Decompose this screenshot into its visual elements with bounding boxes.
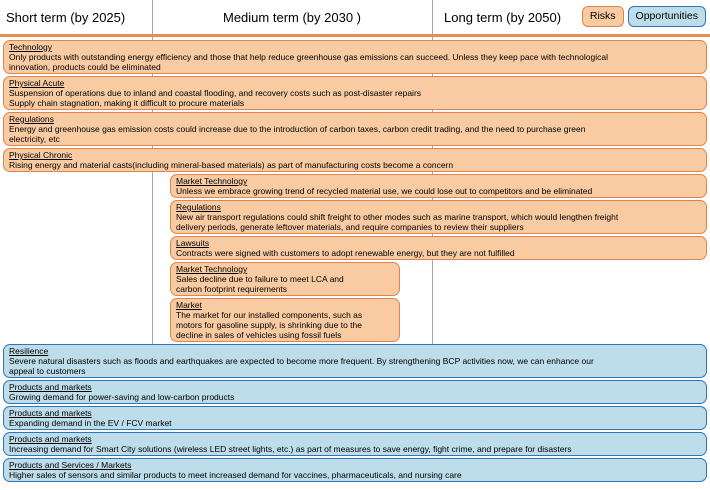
risk-text: The market for our installed components,…	[176, 310, 363, 340]
risk-card-market-technology: Market Technology Unless we embrace grow…	[170, 174, 707, 198]
opportunity-card-power-saving: Products and markets Growing demand for …	[3, 380, 707, 404]
risk-card-physical-chronic: Physical Chronic Rising energy and mater…	[3, 148, 707, 172]
legend-risks-badge: Risks	[581, 6, 624, 27]
risk-category: Market Technology	[176, 264, 248, 274]
risk-category: Lawsuits	[176, 238, 210, 248]
opportunity-category: Products and markets	[9, 408, 92, 418]
risk-card-market: Market The market for our installed comp…	[170, 298, 400, 342]
opportunity-card-ev-fcv: Products and markets Expanding demand in…	[3, 406, 707, 430]
risk-text: Unless we embrace growing trend of recyc…	[176, 186, 593, 196]
risk-card-physical-acute: Physical Acute Suspension of operations …	[3, 76, 707, 110]
opportunity-category: Products and markets	[9, 434, 92, 444]
column-header-medium-term: Medium term (by 2030 )	[223, 9, 361, 25]
opportunity-category: Products and markets	[9, 382, 92, 392]
opportunity-card-resilience: Resilience Severe natural disasters such…	[3, 344, 707, 378]
opportunity-text: Severe natural disasters such as floods …	[9, 356, 594, 376]
risk-category: Regulations	[176, 202, 221, 212]
legend-opportunities-badge: Opportunities	[627, 6, 706, 27]
opportunity-text: Expanding demand in the EV / FCV market	[9, 418, 172, 428]
opportunity-text: Growing demand for power-saving and low-…	[9, 392, 235, 402]
risk-category: Market	[176, 300, 202, 310]
column-header-short-term: Short term (by 2025)	[6, 9, 126, 25]
risk-text: Suspension of operations due to inland a…	[9, 88, 422, 108]
opportunity-text: Increasing demand for Smart City solutio…	[9, 444, 572, 454]
risk-card-market-technology-lca: Market Technology Sales decline due to f…	[170, 262, 400, 296]
opportunity-card-smart-city: Products and markets Increasing demand f…	[3, 432, 707, 456]
column-header-long-term: Long term (by 2050)	[444, 9, 562, 25]
risk-text: Sales decline due to failure to meet LCA…	[176, 274, 344, 294]
opportunity-category: Resilience	[9, 346, 49, 356]
opportunity-card-sensors: Products and Services / Markets Higher s…	[3, 458, 707, 482]
risk-text: New air transport regulations could shif…	[176, 212, 619, 232]
risk-category: Market Technology	[176, 176, 248, 186]
risk-category: Physical Acute	[9, 78, 65, 88]
opportunity-text: Higher sales of sensors and similar prod…	[9, 470, 462, 480]
card-stack: Technology Only products with outstandin…	[3, 40, 707, 482]
risk-category: Technology	[9, 42, 53, 52]
opportunity-category: Products and Services / Markets	[9, 460, 132, 470]
risk-text: Rising energy and material casts(includi…	[9, 160, 454, 170]
risk-card-lawsuits: Lawsuits Contracts were signed with cust…	[170, 236, 707, 260]
risk-text: Energy and greenhouse gas emission costs…	[9, 124, 586, 144]
header-rule	[0, 34, 710, 37]
risk-category: Regulations	[9, 114, 54, 124]
risk-card-regulations: Regulations Energy and greenhouse gas em…	[3, 112, 707, 146]
risk-category: Physical Chronic	[9, 150, 73, 160]
legend: Risks Opportunities	[581, 6, 706, 27]
risk-card-technology: Technology Only products with outstandin…	[3, 40, 707, 74]
risk-text: Contracts were signed with customers to …	[176, 248, 515, 258]
risk-text: Only products with outstanding energy ef…	[9, 52, 608, 72]
risk-card-regulations-transport: Regulations New air transport regulation…	[170, 200, 707, 234]
column-divider-1	[152, 0, 153, 348]
